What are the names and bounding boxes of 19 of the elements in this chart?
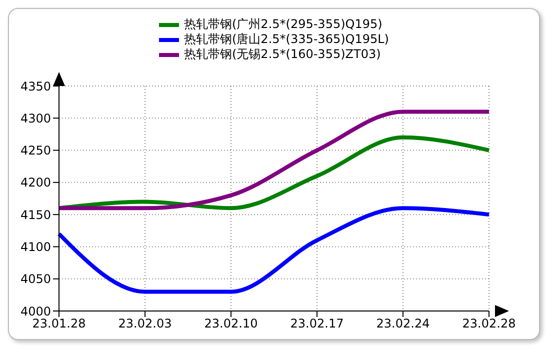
y-tick-label: 4000 — [20, 304, 51, 318]
x-tick-label: 23.02.10 — [204, 316, 258, 331]
y-tick-label: 4200 — [20, 176, 51, 190]
line-series — [57, 206, 491, 294]
x-tick-label: 23.01.28 — [32, 316, 86, 331]
x-tick-label: 23.02.24 — [376, 316, 430, 331]
x-tick-label: 23.02.28 — [462, 316, 516, 331]
legend-label: 热轧带钢(唐山2.5*(335-365)Q195L) — [184, 32, 389, 47]
y-tick-label: 4150 — [20, 208, 51, 222]
y-tick-label: 4350 — [20, 79, 51, 94]
y-tick-label: 4050 — [20, 272, 51, 286]
x-tick-label: 23.02.17 — [290, 316, 344, 331]
legend-label: 热轧带钢(广州2.5*(295-355)Q195) — [184, 17, 382, 32]
line-series — [57, 110, 491, 210]
y-tick-label: 4300 — [20, 111, 51, 126]
legend-label: 热轧带钢(无锡2.5*(160-355)ZT03) — [184, 47, 381, 62]
y-tick-label: 4250 — [20, 144, 51, 158]
x-tick-label: 23.02.03 — [118, 316, 172, 331]
y-tick-label: 4100 — [20, 240, 51, 254]
